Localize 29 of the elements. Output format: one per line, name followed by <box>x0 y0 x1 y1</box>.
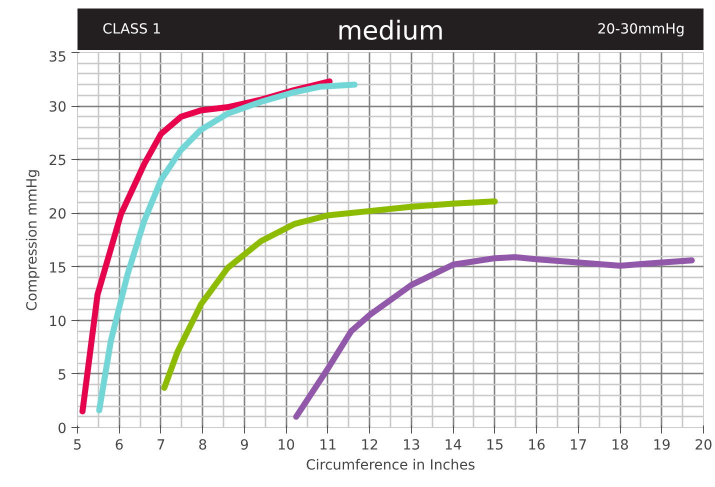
x-tick-label: 5 <box>73 438 82 454</box>
x-tick-label: 18 <box>611 438 629 454</box>
text: CLASS 1 <box>102 22 162 38</box>
x-tick-label: 7 <box>156 438 166 454</box>
x-tick-label: 10 <box>277 438 296 454</box>
x-tick-label: 20 <box>694 438 712 454</box>
chart-title: medium <box>337 16 444 47</box>
y-tick-label: 20 <box>48 206 67 223</box>
y-tick-label: 5 <box>58 367 67 384</box>
x-tick-label: 12 <box>360 438 379 454</box>
x-axis-title: Circumference in Inches <box>306 458 476 474</box>
x-tick-label: 16 <box>528 438 546 454</box>
y-tick-label: 10 <box>48 314 67 330</box>
y-tick-label: 25 <box>48 153 67 170</box>
y-tick-label: 15 <box>48 260 67 276</box>
x-tick-label: 19 <box>652 438 671 454</box>
x-tick-label: 13 <box>402 438 420 454</box>
x-tick-label: 14 <box>444 438 462 454</box>
y-tick-label: 30 <box>48 100 67 116</box>
text: 20-30mmHg <box>597 22 685 38</box>
x-tick-label: 9 <box>240 438 249 454</box>
x-tick-label: 15 <box>486 438 504 454</box>
x-tick-label: 6 <box>114 438 124 454</box>
y-axis-title: Compression mmHg <box>24 169 41 311</box>
x-tick-label: 11 <box>318 438 337 454</box>
x-tick-label: 17 <box>569 438 588 454</box>
y-tick-label: 0 <box>58 421 67 437</box>
x-tick-label: 8 <box>198 438 208 454</box>
y-tick-label: 35 <box>48 50 67 66</box>
